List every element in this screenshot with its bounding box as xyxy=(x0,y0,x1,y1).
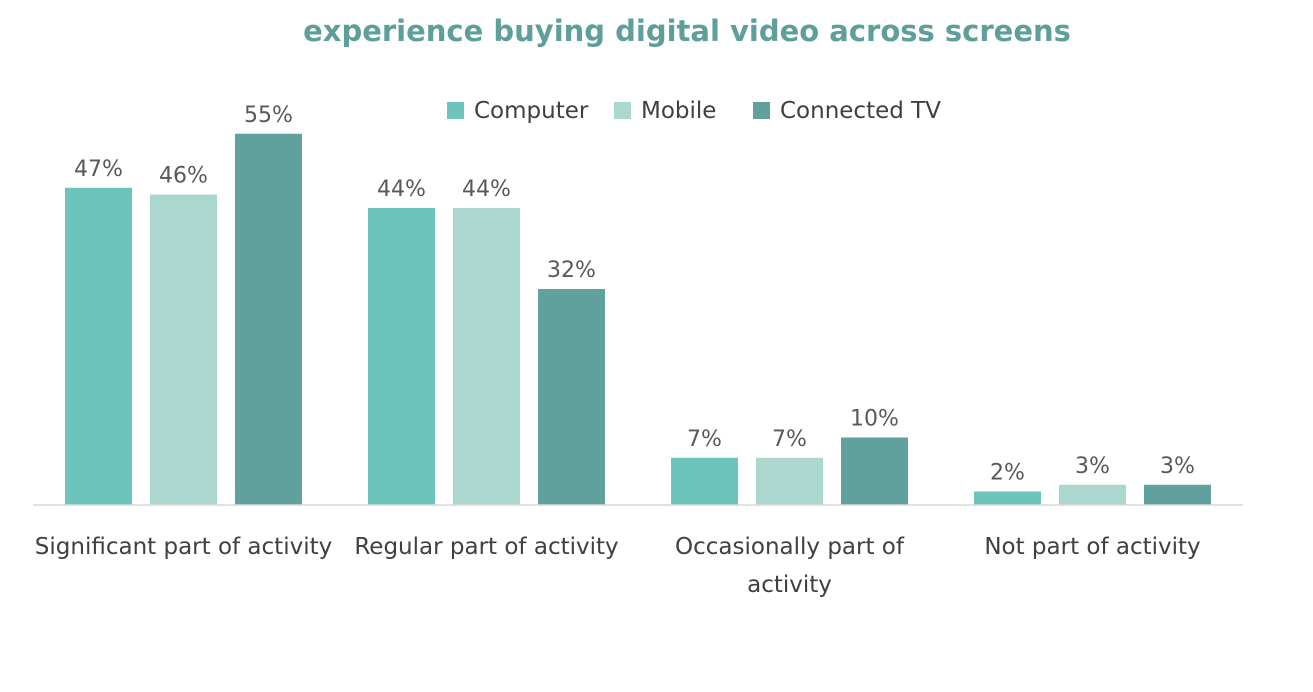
bar-connected-tv-1 xyxy=(538,289,605,505)
data-label-computer-1: 44% xyxy=(377,177,426,202)
bar-connected-tv-2 xyxy=(841,437,908,505)
bar-computer-3 xyxy=(974,491,1041,505)
bar-mobile-3 xyxy=(1059,484,1126,505)
bar-connected-tv-3 xyxy=(1144,484,1211,505)
bar-mobile-1 xyxy=(453,208,520,505)
category-label-2-line-1: activity xyxy=(747,572,832,598)
legend-swatch-computer xyxy=(447,102,464,119)
legend-label-computer: Computer xyxy=(474,98,589,124)
legend-label-mobile: Mobile xyxy=(641,98,716,124)
legend-label-connected-tv: Connected TV xyxy=(780,98,941,124)
category-labels-group: Significant part of activity Regular part… xyxy=(35,534,1201,598)
data-label-computer-3: 2% xyxy=(990,461,1025,486)
data-label-connected-tv-2: 10% xyxy=(850,407,899,432)
legend-swatch-connected-tv xyxy=(753,102,770,119)
chart-title: experience buying digital video across s… xyxy=(303,14,1071,48)
bar-computer-2 xyxy=(671,457,738,505)
bars-group xyxy=(65,133,1211,505)
legend-swatch-mobile xyxy=(614,102,631,119)
data-label-computer-2: 7% xyxy=(687,427,722,452)
category-label-1: Regular part of activity xyxy=(354,534,618,560)
legend: Computer Mobile Connected TV xyxy=(447,98,941,124)
category-label-3: Not part of activity xyxy=(984,534,1200,560)
bar-mobile-2 xyxy=(756,457,823,505)
data-label-computer-0: 47% xyxy=(74,157,123,182)
bar-connected-tv-0 xyxy=(235,133,302,505)
bar-computer-0 xyxy=(65,187,132,505)
data-label-mobile-1: 44% xyxy=(462,177,511,202)
category-label-2-line-0: Occasionally part of xyxy=(675,534,905,560)
data-label-connected-tv-3: 3% xyxy=(1160,454,1195,479)
data-label-mobile-2: 7% xyxy=(772,427,807,452)
data-labels-group: 47% 46% 55% 44% 44% 32% 7% 7% 10% 2% 3% 3% xyxy=(74,103,1195,486)
data-label-connected-tv-1: 32% xyxy=(547,258,596,283)
data-label-connected-tv-0: 55% xyxy=(244,103,293,128)
data-label-mobile-3: 3% xyxy=(1075,454,1110,479)
bar-computer-1 xyxy=(368,208,435,505)
bar-mobile-0 xyxy=(150,194,217,505)
category-label-0: Significant part of activity xyxy=(35,534,332,560)
data-label-mobile-0: 46% xyxy=(159,164,208,189)
